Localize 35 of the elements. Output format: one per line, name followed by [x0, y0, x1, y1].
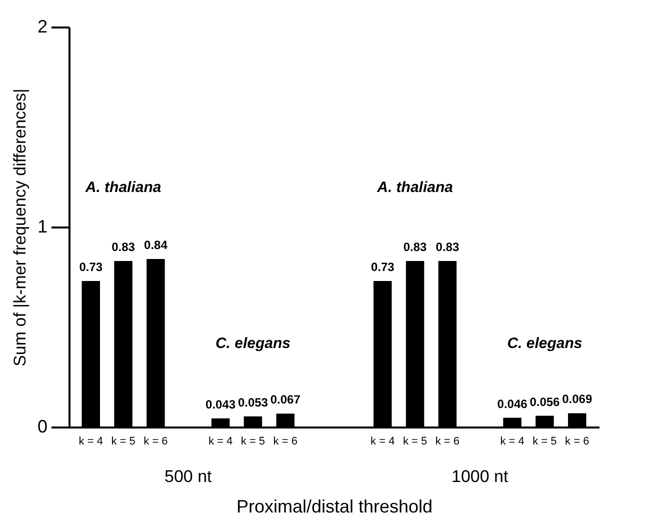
- x-tick-label: k = 5: [402, 436, 428, 448]
- x-tick-label: k = 5: [111, 436, 136, 448]
- annotation: A. thaliana: [84, 179, 162, 196]
- annotation: A. thaliana: [376, 179, 453, 196]
- x-tick-label: k = 4: [208, 436, 233, 448]
- x-tick-label: k = 6: [144, 436, 168, 448]
- annotation: C. elegans: [215, 335, 290, 352]
- x-tick-label: k = 5: [532, 436, 557, 448]
- text: 1000 nt: [452, 467, 508, 486]
- y-tick-label: 2: [37, 16, 48, 36]
- x-tick-label: k = 6: [273, 436, 298, 448]
- x-axis-title: Proximal/distal threshold: [236, 496, 433, 516]
- data-label: 0.067: [270, 392, 301, 407]
- x-tick-label: k = 4: [370, 436, 395, 448]
- data-label: 0.83: [112, 240, 136, 254]
- data-label: 0.053: [238, 395, 268, 410]
- data-label: 0.056: [530, 394, 560, 409]
- y-tick-label: 0: [37, 416, 48, 436]
- data-label: 0.73: [370, 260, 395, 274]
- data-label: 0.046: [497, 396, 528, 411]
- x-tick-label: k = 4: [78, 436, 103, 448]
- annotation: C. elegans: [507, 335, 582, 352]
- data-label: 0.84: [144, 238, 168, 252]
- text: 500 nt: [164, 467, 212, 486]
- y-axis-title: Sum of |k-mer frequency differences|: [10, 88, 30, 366]
- x-tick-label: k = 6: [435, 436, 460, 448]
- data-label: 0.069: [562, 392, 592, 406]
- y-tick-label: 1: [37, 216, 48, 236]
- x-tick-label: k = 4: [500, 436, 524, 448]
- x-tick-label: k = 6: [565, 436, 590, 448]
- data-label: 0.83: [403, 240, 428, 254]
- data-label: 0.73: [79, 260, 103, 274]
- x-tick-label: k = 5: [240, 436, 266, 448]
- data-label: 0.83: [436, 240, 460, 254]
- data-label: 0.043: [206, 397, 236, 412]
